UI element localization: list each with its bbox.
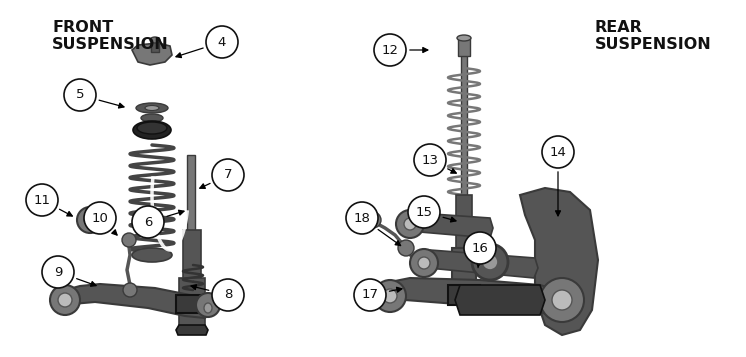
Polygon shape (55, 284, 215, 318)
Ellipse shape (150, 37, 160, 43)
Ellipse shape (132, 248, 172, 262)
Text: 12: 12 (381, 44, 398, 56)
Circle shape (123, 283, 137, 297)
Circle shape (398, 240, 414, 256)
Circle shape (418, 257, 430, 269)
Bar (461, 55, 467, 235)
Text: REAR
SUSPENSION: REAR SUSPENSION (595, 20, 712, 52)
Circle shape (408, 196, 440, 228)
Ellipse shape (137, 122, 167, 134)
Circle shape (540, 278, 584, 322)
Text: 4: 4 (218, 35, 226, 49)
Circle shape (396, 210, 424, 238)
Circle shape (58, 293, 72, 307)
Circle shape (354, 279, 386, 311)
Circle shape (212, 279, 244, 311)
Text: 7: 7 (224, 169, 232, 181)
Circle shape (212, 159, 244, 191)
Polygon shape (455, 285, 545, 315)
Bar (179, 278, 205, 333)
Bar (448, 285, 480, 305)
Bar (151, 40, 159, 52)
Circle shape (374, 280, 406, 312)
Text: FRONT
SUSPENSION: FRONT SUSPENSION (52, 20, 169, 52)
Circle shape (414, 144, 446, 176)
Text: 15: 15 (416, 206, 433, 218)
Circle shape (26, 184, 58, 216)
Circle shape (122, 233, 136, 247)
Bar (456, 195, 472, 250)
Circle shape (346, 202, 378, 234)
Circle shape (482, 254, 498, 270)
Polygon shape (520, 188, 598, 335)
Circle shape (50, 285, 80, 315)
Circle shape (464, 232, 496, 264)
Circle shape (472, 244, 508, 280)
Text: 10: 10 (92, 211, 108, 225)
Bar (187, 155, 195, 235)
Circle shape (374, 34, 406, 66)
Circle shape (64, 79, 96, 111)
Text: 5: 5 (76, 89, 84, 101)
Text: 14: 14 (550, 146, 566, 159)
Polygon shape (380, 278, 570, 315)
Ellipse shape (136, 103, 168, 113)
Circle shape (383, 289, 397, 303)
Ellipse shape (145, 106, 159, 111)
Circle shape (542, 136, 574, 168)
Circle shape (206, 26, 238, 58)
Ellipse shape (457, 35, 471, 41)
Text: 17: 17 (362, 288, 378, 302)
Polygon shape (416, 250, 538, 278)
Text: 18: 18 (354, 211, 371, 225)
Circle shape (77, 207, 103, 233)
Bar (458, 38, 470, 56)
Text: 13: 13 (421, 154, 439, 166)
Circle shape (84, 202, 116, 234)
Circle shape (132, 206, 164, 238)
Circle shape (404, 218, 416, 230)
Bar (452, 248, 476, 298)
Polygon shape (132, 43, 172, 65)
Circle shape (84, 214, 96, 226)
Polygon shape (176, 325, 208, 335)
Circle shape (410, 249, 438, 277)
Circle shape (365, 212, 381, 228)
Ellipse shape (204, 303, 212, 313)
Text: 11: 11 (34, 193, 51, 206)
Circle shape (42, 256, 74, 288)
Text: 8: 8 (224, 288, 232, 302)
Ellipse shape (141, 114, 163, 122)
Bar (183, 230, 201, 280)
Text: 9: 9 (54, 266, 62, 278)
Polygon shape (405, 213, 493, 238)
Text: 16: 16 (471, 241, 489, 255)
Circle shape (196, 293, 220, 317)
Text: 6: 6 (144, 216, 152, 228)
Circle shape (552, 290, 572, 310)
Bar (176, 295, 208, 313)
Ellipse shape (133, 121, 171, 139)
Circle shape (365, 210, 375, 220)
